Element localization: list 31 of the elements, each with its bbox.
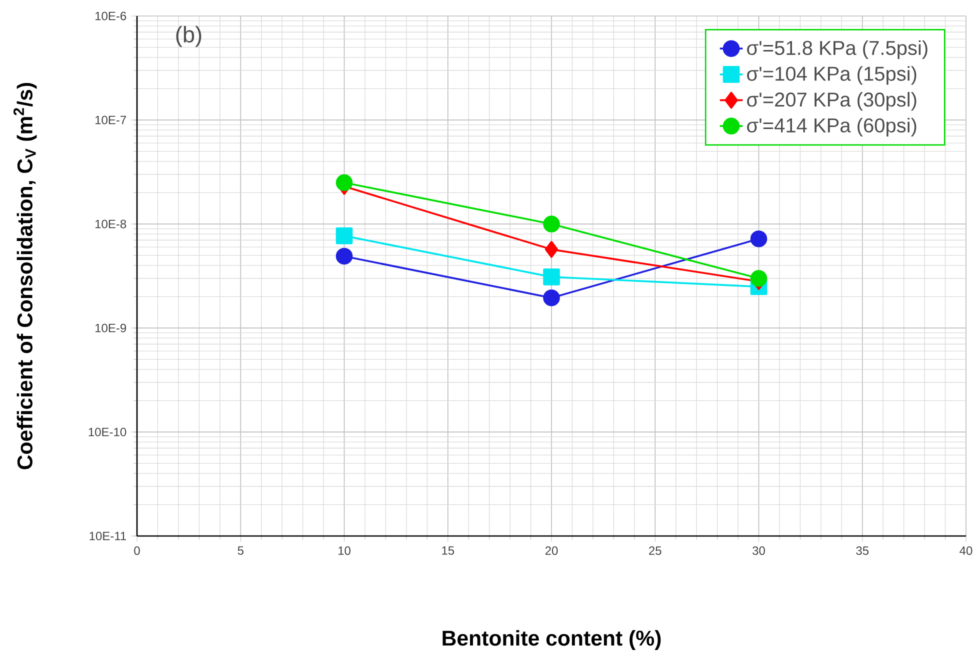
y-tick-label: 10E-6 bbox=[96, 12, 126, 20]
x-tick-label: 30 bbox=[752, 546, 765, 555]
x-tick-label: 20 bbox=[545, 546, 558, 555]
x-axis-title: Bentonite content (%) bbox=[442, 630, 661, 650]
x-tick-label: 25 bbox=[649, 546, 662, 555]
x-tick-label: 40 bbox=[960, 546, 972, 555]
legend-label: σ'=51.8 KPa (7.5psi) bbox=[747, 40, 928, 59]
y-tick-label: 10E-8 bbox=[96, 220, 126, 228]
y-axis-title: Coefficient of Consolidation, C$_{V}$ (m$^{2}$/s) bbox=[13, 82, 37, 470]
point bbox=[750, 230, 768, 248]
y-tick-label: 10E-7 bbox=[96, 116, 126, 124]
x-tick-label: 5 bbox=[238, 546, 244, 555]
x-tick-label: 10 bbox=[338, 546, 350, 555]
x-tick-label: 15 bbox=[442, 546, 454, 555]
point bbox=[544, 241, 558, 258]
point bbox=[336, 248, 353, 265]
y-tick-label: 10E-11 bbox=[90, 532, 126, 540]
point bbox=[336, 227, 353, 244]
point bbox=[543, 268, 560, 286]
y-tick-label: 10E-10 bbox=[88, 428, 126, 436]
legend-label: σ'=207 KPa (30psl) bbox=[747, 92, 916, 111]
x-tick-label: 0 bbox=[134, 546, 140, 555]
annotation: (b) bbox=[176, 26, 202, 48]
y-tick-label: 10E-9 bbox=[96, 324, 126, 332]
point bbox=[543, 289, 560, 306]
x-tick-label: 35 bbox=[856, 546, 869, 555]
point bbox=[336, 174, 353, 192]
legend-label: σ'=414 KPa (60psi) bbox=[747, 118, 916, 136]
legend-label: σ'=104 KPa (15psi) bbox=[747, 66, 916, 85]
point bbox=[543, 216, 560, 232]
point bbox=[750, 270, 768, 287]
